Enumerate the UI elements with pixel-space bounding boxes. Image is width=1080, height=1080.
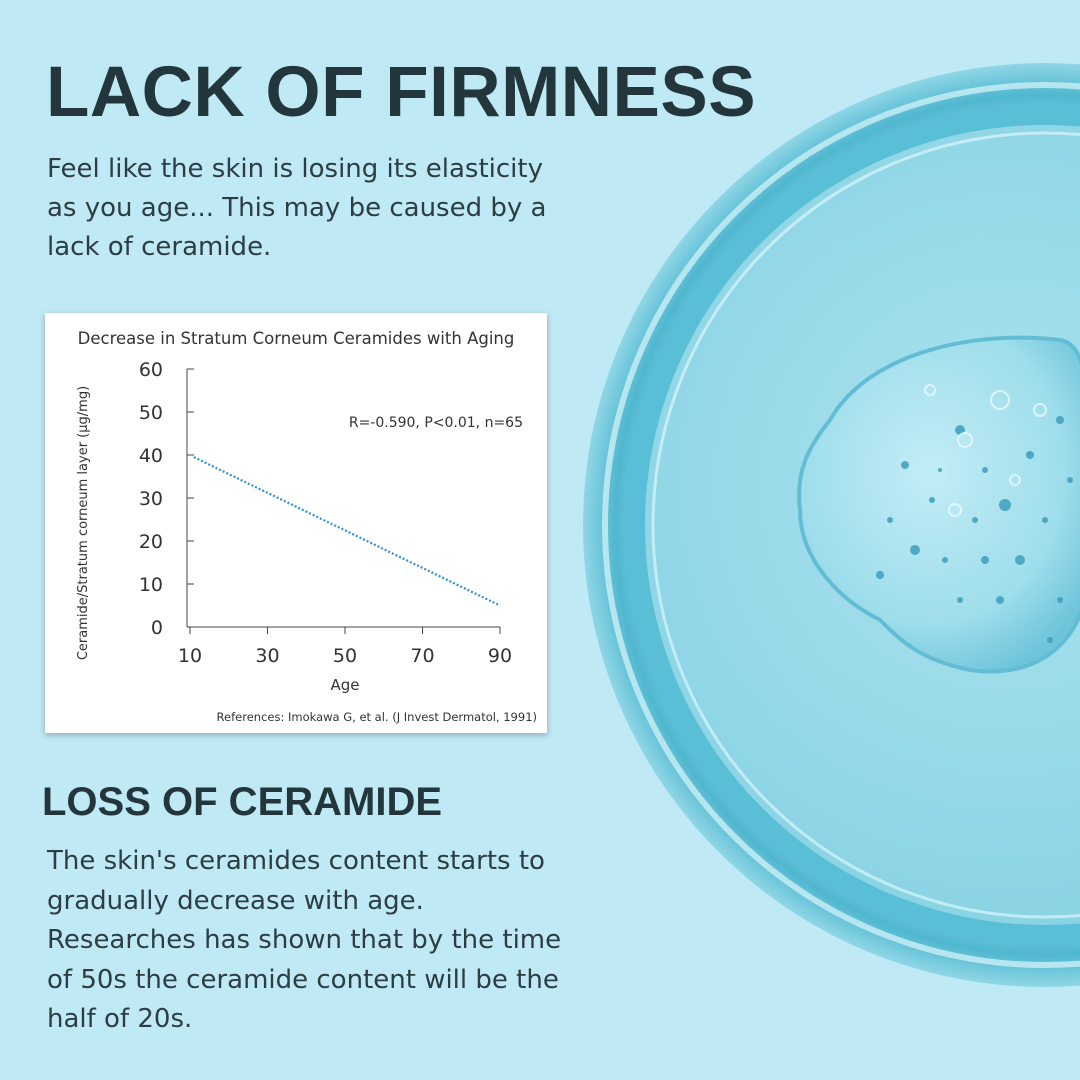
x-tick-label: 10 bbox=[178, 645, 202, 667]
y-axis-label: Ceramide/Stratum corneum layer (µg/mg) bbox=[76, 386, 91, 660]
x-tick-label: 70 bbox=[410, 645, 434, 667]
section-body: The skin's ceramides content starts to g… bbox=[47, 846, 562, 1034]
section-title: LOSS OF CERAMIDE bbox=[42, 780, 443, 824]
x-axis-label: Age bbox=[330, 676, 359, 694]
chart-card: Decrease in Stratum Corneum Ceramides wi… bbox=[45, 313, 547, 733]
x-tick-label: 90 bbox=[488, 645, 512, 667]
y-tick-label: 60 bbox=[139, 359, 163, 381]
x-tick-label: 50 bbox=[333, 645, 357, 667]
page-title: LACK OF FIRMNESS bbox=[46, 53, 757, 132]
reference-note: References: Imokawa G, et al. (J Invest … bbox=[217, 710, 537, 724]
y-tick-label: 40 bbox=[139, 445, 163, 467]
chart-title: Decrease in Stratum Corneum Ceramides wi… bbox=[78, 329, 515, 348]
ceramide-chart: Decrease in Stratum Corneum Ceramides wi… bbox=[76, 329, 537, 724]
intro-text: Feel like the skin is losing its elastic… bbox=[47, 154, 547, 262]
trend-line bbox=[193, 456, 501, 607]
y-tick-label: 10 bbox=[139, 574, 163, 596]
stats-annotation: R=-0.590, P<0.01, n=65 bbox=[349, 415, 523, 431]
x-tick-label: 30 bbox=[255, 645, 279, 667]
y-tick-label: 50 bbox=[139, 402, 163, 424]
y-tick-label: 30 bbox=[139, 488, 163, 510]
y-tick-label: 20 bbox=[139, 531, 163, 553]
y-tick-label: 0 bbox=[151, 617, 163, 639]
